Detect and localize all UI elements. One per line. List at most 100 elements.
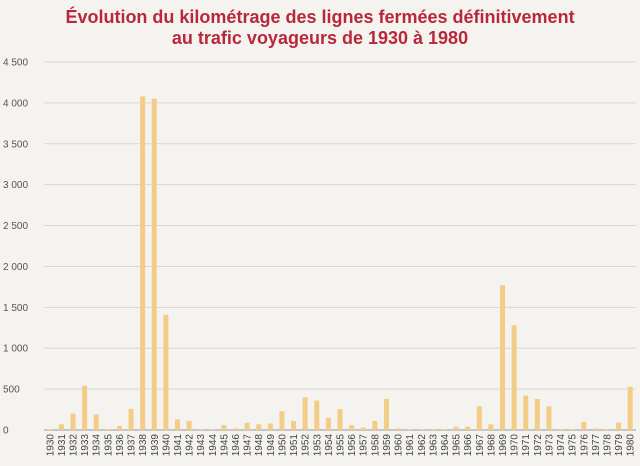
x-tick-label: 1948 <box>254 434 265 457</box>
bar-1941 <box>174 419 180 430</box>
bar-1940 <box>163 314 169 430</box>
x-tick-label: 1973 <box>544 434 555 457</box>
bar-1956 <box>349 425 355 430</box>
bar-1949 <box>267 423 273 430</box>
bar-1977 <box>592 428 598 430</box>
bar-1930 <box>47 429 53 430</box>
x-tick-label: 1975 <box>568 434 579 457</box>
x-tick-label: 1967 <box>475 434 486 457</box>
x-tick-label: 1936 <box>115 434 126 457</box>
x-tick-label: 1942 <box>185 434 196 457</box>
bar-1938 <box>140 96 146 430</box>
bar-1971 <box>523 395 529 430</box>
bar-1970 <box>511 325 517 430</box>
x-tick-label: 1947 <box>243 434 254 457</box>
x-tick-label: 1978 <box>602 434 613 457</box>
y-tick-label: 0 <box>3 426 9 437</box>
bar-1939 <box>151 98 157 431</box>
bar-1974 <box>558 429 564 430</box>
bar-1972 <box>534 398 540 430</box>
chart-title-line-1: Évolution du kilométrage des lignes ferm… <box>65 7 575 27</box>
x-tick-label: 1934 <box>92 434 103 457</box>
x-tick-label: 1939 <box>150 434 161 457</box>
bar-1951 <box>291 421 297 430</box>
x-tick-label: 1965 <box>452 434 463 457</box>
bar-1976 <box>581 421 587 430</box>
bar-1964 <box>441 429 447 430</box>
x-tick-label: 1956 <box>347 434 358 457</box>
bar-1944 <box>209 429 215 430</box>
x-tick-label: 1969 <box>498 434 509 457</box>
bar-1958 <box>372 421 378 430</box>
bar-1954 <box>325 417 331 430</box>
chart-title-line-2: au trafic voyageurs de 1930 à 1980 <box>171 28 469 48</box>
y-tick-label: 1 500 <box>3 303 28 314</box>
bar-1942 <box>186 421 192 430</box>
bar-1963 <box>430 429 436 430</box>
x-tick-label: 1935 <box>103 434 114 457</box>
bar-1945 <box>221 425 227 430</box>
bar-1959 <box>383 398 389 430</box>
x-tick-label: 1945 <box>219 434 230 457</box>
y-tick-label: 2 000 <box>3 262 28 273</box>
y-tick-label: 4 000 <box>3 98 28 109</box>
x-tick-label: 1930 <box>45 434 56 457</box>
bar-1937 <box>128 408 134 430</box>
bar-1947 <box>244 422 250 430</box>
x-tick-label: 1932 <box>69 434 80 457</box>
x-tick-label: 1980 <box>626 434 637 457</box>
bar-1953 <box>314 400 320 430</box>
bar-1961 <box>407 429 413 430</box>
bar-1955 <box>337 409 343 430</box>
x-tick-label: 1938 <box>138 434 149 457</box>
y-tick-label: 3 500 <box>3 139 28 150</box>
x-tick-label: 1951 <box>289 434 300 457</box>
x-tick-label: 1958 <box>370 434 381 457</box>
x-tick-label: 1952 <box>301 434 312 457</box>
x-tick-label: 1954 <box>324 434 335 457</box>
y-tick-label: 500 <box>3 385 20 396</box>
x-tick-label: 1950 <box>277 434 288 457</box>
bar-1934 <box>93 414 99 430</box>
x-tick-label: 1941 <box>173 434 184 457</box>
x-tick-label: 1955 <box>336 434 347 457</box>
y-tick-label: 3 000 <box>3 180 28 191</box>
y-tick-label: 2 500 <box>3 221 28 232</box>
x-tick-label: 1943 <box>196 434 207 457</box>
x-tick-label: 1959 <box>382 434 393 457</box>
x-tick-label: 1966 <box>463 434 474 457</box>
bar-1980 <box>627 386 633 430</box>
x-tick-label: 1944 <box>208 434 219 457</box>
x-tick-label: 1979 <box>614 434 625 457</box>
bar-1965 <box>453 426 459 430</box>
bar-1957 <box>360 427 366 430</box>
bar-1933 <box>82 385 88 430</box>
bar-1969 <box>500 285 506 430</box>
x-tick-label: 1931 <box>57 434 68 457</box>
x-tick-label: 1964 <box>440 434 451 457</box>
x-tick-label: 1949 <box>266 434 277 457</box>
bar-1931 <box>58 424 64 430</box>
x-tick-label: 1974 <box>556 434 567 457</box>
y-tick-label: 1 000 <box>3 344 28 355</box>
x-tick-label: 1937 <box>127 434 138 457</box>
bar-1962 <box>418 429 424 430</box>
bar-1966 <box>465 426 471 430</box>
bar-1978 <box>604 429 610 430</box>
x-tick-label: 1957 <box>359 434 370 457</box>
bar-1975 <box>569 429 575 430</box>
bar-1968 <box>488 424 494 430</box>
x-tick-label: 1946 <box>231 434 242 457</box>
bar-1946 <box>233 428 239 430</box>
x-tick-label: 1961 <box>405 434 416 457</box>
x-tick-label: 1972 <box>533 434 544 457</box>
x-tick-label: 1960 <box>394 434 405 457</box>
bar-1979 <box>616 422 622 430</box>
bar-1936 <box>116 425 122 430</box>
x-tick-label: 1940 <box>161 434 172 457</box>
x-tick-label: 1933 <box>80 434 91 457</box>
x-tick-label: 1977 <box>591 434 602 457</box>
bar-1943 <box>198 429 204 430</box>
